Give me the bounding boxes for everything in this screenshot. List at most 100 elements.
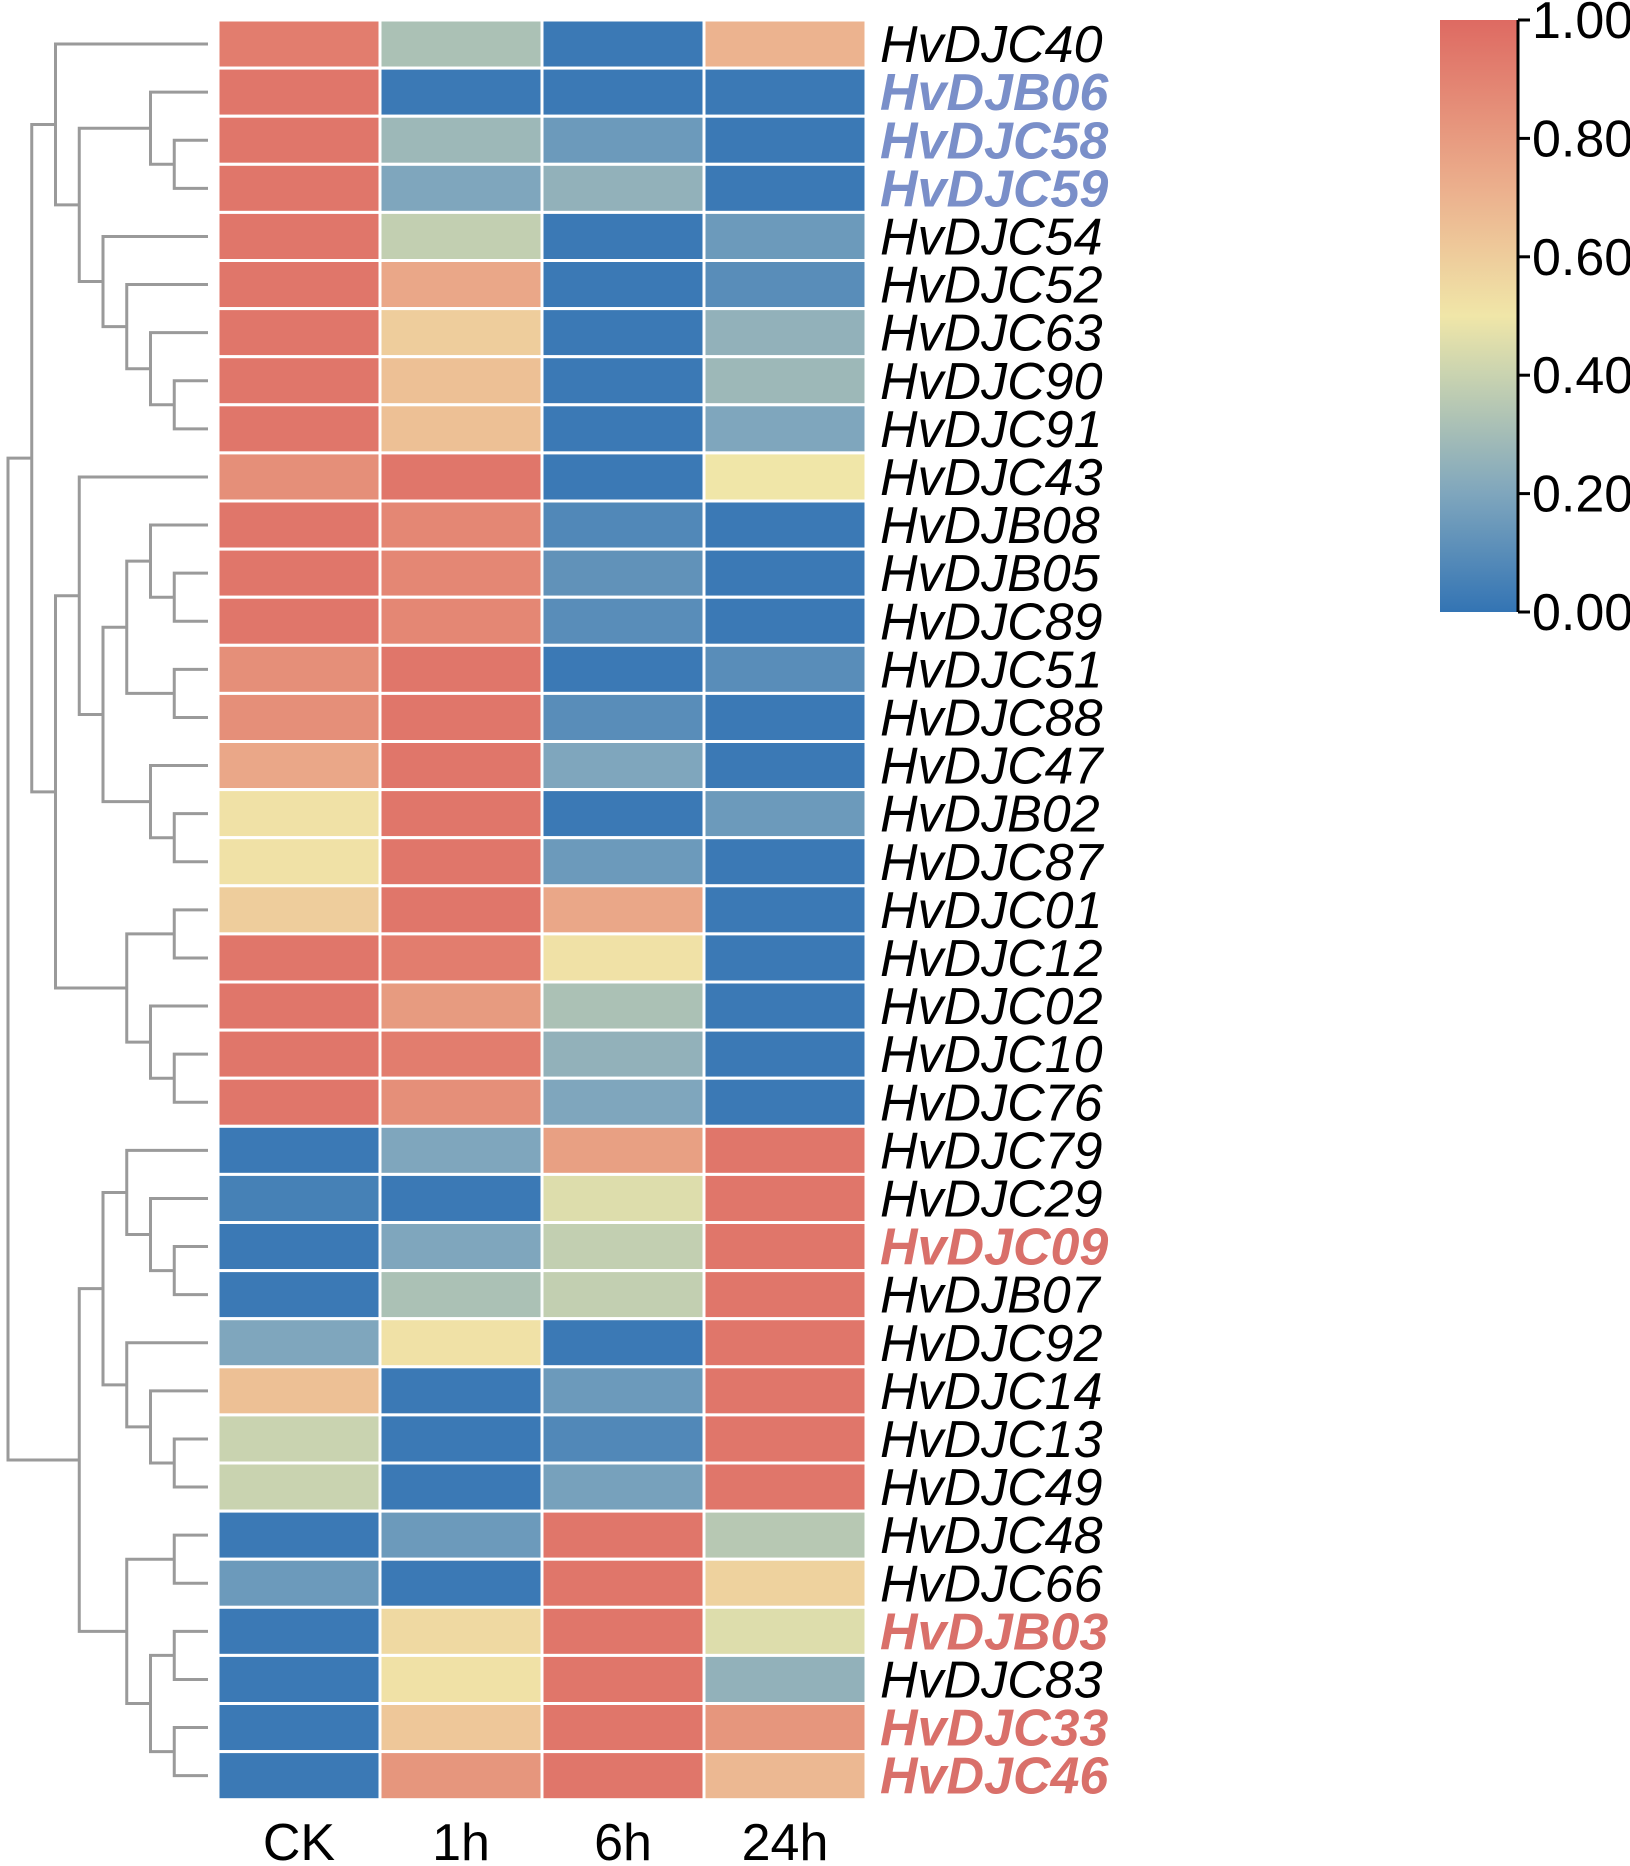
cell-HvDJC63-24h [702, 307, 868, 359]
cell-HvDJB05-1h [378, 547, 544, 599]
cell-HvDJC91-CK [216, 403, 382, 455]
cell-HvDJC51-CK [216, 643, 382, 695]
cell-HvDJC51-6h [540, 643, 706, 695]
row-label-HvDJC33: HvDJC33 [880, 1700, 1108, 1758]
row-label-HvDJC01: HvDJC01 [880, 882, 1103, 940]
dendrogram-link [101, 1190, 127, 1387]
cell-HvDJC79-6h [540, 1124, 706, 1176]
cell-HvDJC48-CK [216, 1509, 382, 1561]
dendrogram-link [172, 379, 208, 431]
cell-HvDJC79-CK [216, 1124, 382, 1176]
cell-HvDJC43-1h [378, 451, 544, 503]
cell-HvDJC29-1h [378, 1172, 544, 1225]
row-label-HvDJC10: HvDJC10 [880, 1026, 1103, 1084]
cell-HvDJC54-CK [216, 210, 382, 262]
colorbar-tick-label: 0.00 [1532, 584, 1630, 642]
cell-HvDJB02-CK [216, 788, 382, 840]
dendrogram-link [54, 594, 127, 990]
row-label-HvDJC12: HvDJC12 [880, 930, 1103, 988]
cell-HvDJC01-1h [378, 884, 544, 936]
cell-HvDJB07-24h [702, 1269, 868, 1321]
cell-HvDJB03-1h [378, 1605, 544, 1657]
cell-HvDJC09-CK [216, 1221, 382, 1273]
cell-HvDJB03-24h [702, 1605, 868, 1657]
cell-HvDJC83-1h [378, 1653, 544, 1706]
cell-HvDJC52-1h [378, 259, 544, 311]
row-label-HvDJC91: HvDJC91 [880, 401, 1103, 459]
cell-HvDJC47-24h [702, 740, 868, 792]
cell-HvDJC33-1h [378, 1702, 544, 1754]
row-label-HvDJC76: HvDJC76 [880, 1074, 1103, 1132]
dendrogram-link [125, 283, 208, 371]
column-label-CK: CK [263, 1814, 336, 1866]
dendrogram-link [172, 1437, 208, 1489]
cell-HvDJC43-24h [702, 451, 868, 503]
row-label-HvDJC87: HvDJC87 [880, 834, 1105, 892]
cell-HvDJC90-6h [540, 355, 706, 407]
colorbar-tick-label: 0.80 [1532, 110, 1630, 168]
dendrogram-link [149, 1196, 208, 1273]
cell-HvDJC49-CK [216, 1461, 382, 1513]
cell-HvDJC59-6h [540, 162, 706, 214]
cell-HvDJC40-6h [540, 18, 706, 70]
cell-HvDJC90-CK [216, 355, 382, 407]
row-label-HvDJB05: HvDJB05 [880, 545, 1101, 603]
dendrogram-link [125, 1341, 208, 1429]
cell-HvDJC90-24h [702, 355, 868, 407]
cell-HvDJC52-CK [216, 259, 382, 311]
cell-HvDJC46-1h [378, 1750, 544, 1802]
cell-HvDJC09-24h [702, 1221, 868, 1273]
cell-HvDJC29-6h [540, 1172, 706, 1225]
cell-HvDJB08-CK [216, 499, 382, 551]
row-label-HvDJB07: HvDJB07 [880, 1267, 1102, 1325]
cell-HvDJC89-6h [540, 595, 706, 647]
cell-HvDJB06-6h [540, 66, 706, 118]
cell-HvDJC40-1h [378, 18, 544, 70]
cell-HvDJC66-CK [216, 1557, 382, 1609]
cell-HvDJC48-6h [540, 1509, 706, 1561]
row-label-HvDJC40: HvDJC40 [880, 16, 1103, 74]
cell-HvDJC83-CK [216, 1653, 382, 1706]
cell-HvDJC10-1h [378, 1028, 544, 1080]
dendrogram-link [172, 571, 208, 623]
cell-HvDJC14-1h [378, 1365, 544, 1417]
cell-HvDJB02-6h [540, 788, 706, 840]
cell-HvDJC51-1h [378, 643, 544, 695]
column-labels: CK 1h 6h 24h [263, 1814, 829, 1866]
dendrogram-link [172, 1726, 208, 1778]
cell-HvDJC02-1h [378, 980, 544, 1032]
cell-HvDJC01-CK [216, 884, 382, 936]
cell-HvDJC92-24h [702, 1317, 868, 1369]
colorbar-tick-label: 0.60 [1532, 229, 1630, 287]
cell-HvDJC87-CK [216, 836, 382, 888]
column-label-6h: 6h [594, 1814, 652, 1866]
cell-HvDJC13-1h [378, 1413, 544, 1465]
cell-HvDJB02-1h [378, 788, 544, 840]
dendrogram-link [6, 456, 80, 1462]
cell-HvDJC13-24h [702, 1413, 868, 1465]
cell-HvDJC02-24h [702, 980, 868, 1032]
cell-HvDJC40-CK [216, 18, 382, 70]
cell-HvDJC79-24h [702, 1124, 868, 1176]
dendrogram-link [101, 234, 208, 329]
cell-HvDJC52-6h [540, 259, 706, 311]
row-label-HvDJB08: HvDJB08 [880, 497, 1100, 555]
cell-HvDJC01-6h [540, 884, 706, 936]
row-label-HvDJC79: HvDJC79 [880, 1122, 1103, 1180]
cell-HvDJC76-6h [540, 1076, 706, 1128]
cell-HvDJC63-CK [216, 307, 382, 359]
cell-HvDJB08-6h [540, 499, 706, 551]
row-label-HvDJC58: HvDJC58 [880, 112, 1108, 170]
cell-HvDJC40-24h [702, 18, 868, 70]
cell-HvDJC88-CK [216, 691, 382, 744]
cell-HvDJC12-24h [702, 932, 868, 984]
dendrogram-link [149, 1653, 175, 1754]
row-label-HvDJC29: HvDJC29 [880, 1170, 1103, 1228]
cell-HvDJB06-1h [378, 66, 544, 118]
dendrogram-link [172, 1629, 208, 1681]
cell-HvDJC54-1h [378, 210, 544, 262]
cell-HvDJC66-6h [540, 1557, 706, 1609]
cell-HvDJB07-6h [540, 1269, 706, 1321]
dendrogram-link [30, 122, 56, 794]
cell-HvDJB06-24h [702, 66, 868, 118]
